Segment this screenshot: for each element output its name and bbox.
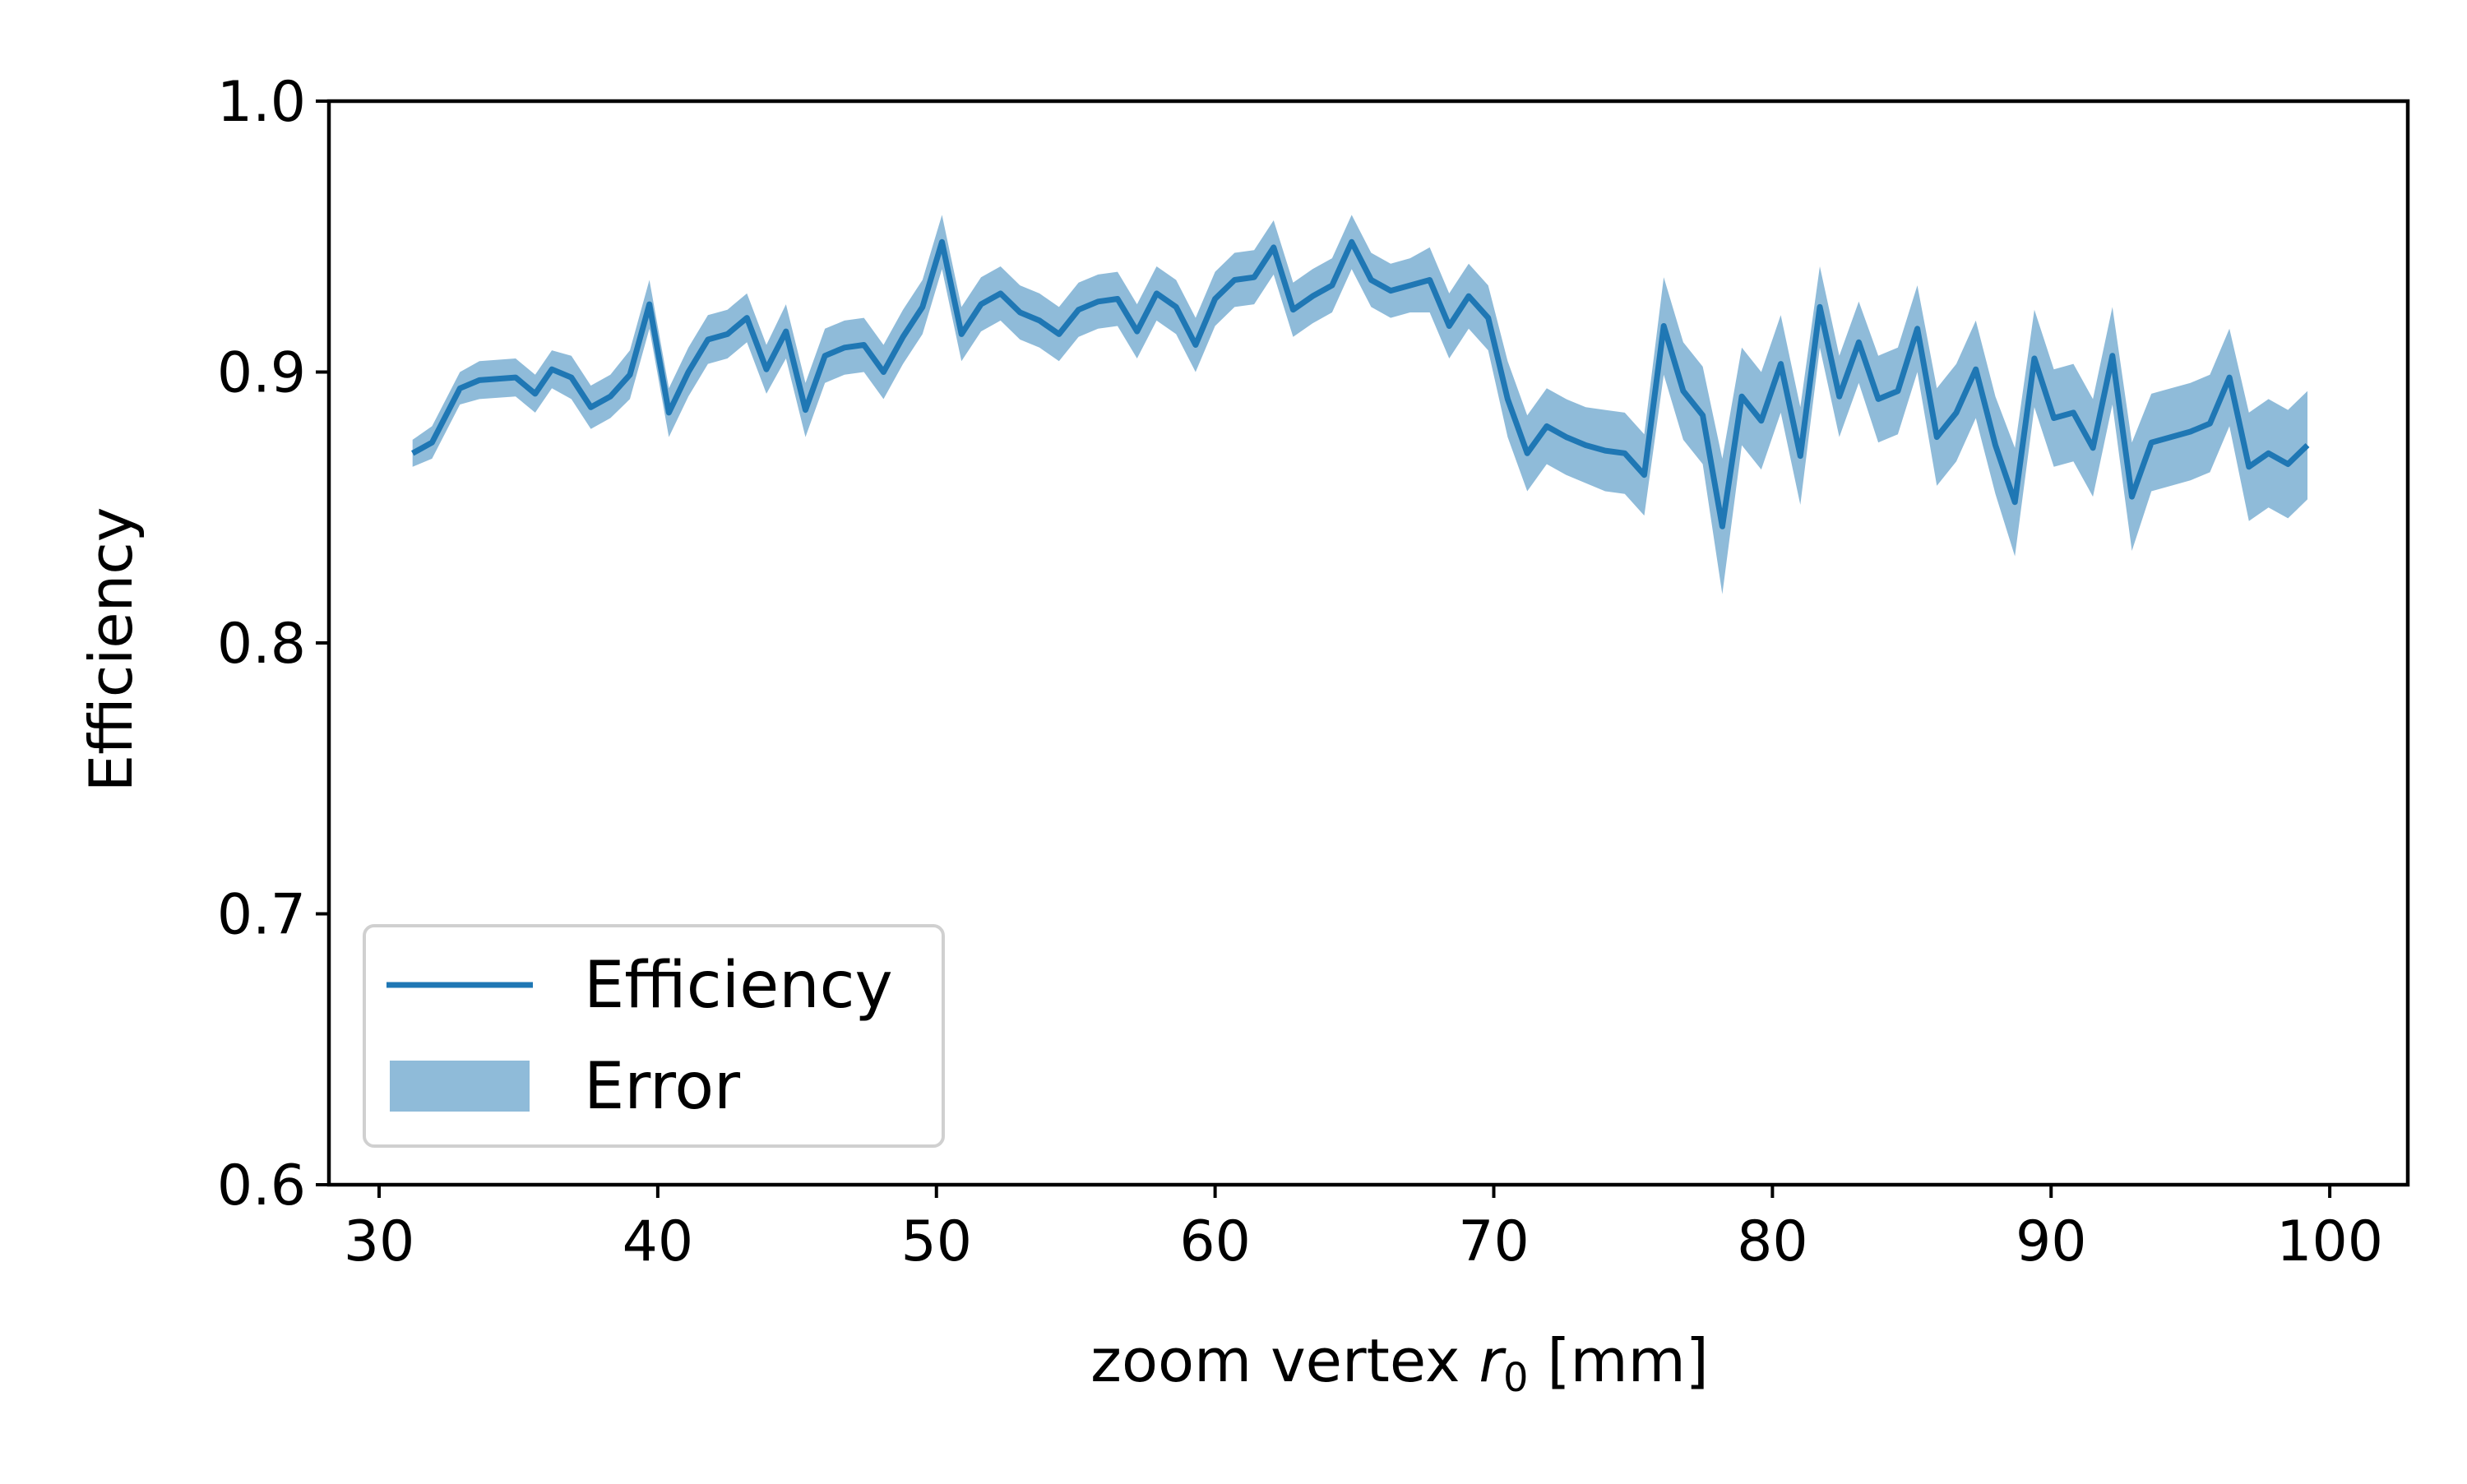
legend: Efficiency Error — [363, 924, 945, 1148]
legend-efficiency-label: Efficiency — [584, 949, 893, 1023]
legend-error-label: Error — [584, 1050, 741, 1124]
y-tick-label: 0.7 — [217, 883, 306, 948]
x-axis-label-subscript: 0 — [1503, 1355, 1529, 1401]
x-axis-label-variable: r — [1479, 1326, 1507, 1395]
y-tick-label: 0.6 — [217, 1153, 306, 1218]
x-axis-ticks: 30 40 50 60 70 80 90 100 — [344, 1185, 2383, 1274]
x-tick-label: 70 — [1458, 1209, 1530, 1274]
y-tick-label: 1.0 — [217, 70, 306, 135]
x-tick-label: 30 — [344, 1209, 415, 1274]
x-axis-label-prefix: zoom vertex — [1090, 1326, 1479, 1395]
legend-error-swatch — [390, 1061, 530, 1112]
y-tick-label: 0.9 — [217, 341, 306, 406]
x-axis-label: zoom vertex r0 [mm] — [1090, 1326, 1709, 1401]
x-tick-label: 80 — [1737, 1209, 1808, 1274]
y-axis-label: Efficiency — [76, 507, 146, 793]
efficiency-line — [411, 238, 2310, 529]
x-tick-label: 100 — [2276, 1209, 2383, 1274]
y-axis-ticks: 0.6 0.7 0.8 0.9 1.0 — [217, 70, 329, 1218]
x-tick-label: 90 — [2016, 1209, 2087, 1274]
x-axis-label-suffix: [mm] — [1529, 1326, 1709, 1395]
plot-content — [411, 215, 2310, 594]
x-tick-label: 50 — [900, 1209, 972, 1274]
x-tick-label: 40 — [623, 1209, 694, 1274]
y-tick-label: 0.8 — [217, 612, 306, 677]
x-tick-label: 60 — [1179, 1209, 1251, 1274]
